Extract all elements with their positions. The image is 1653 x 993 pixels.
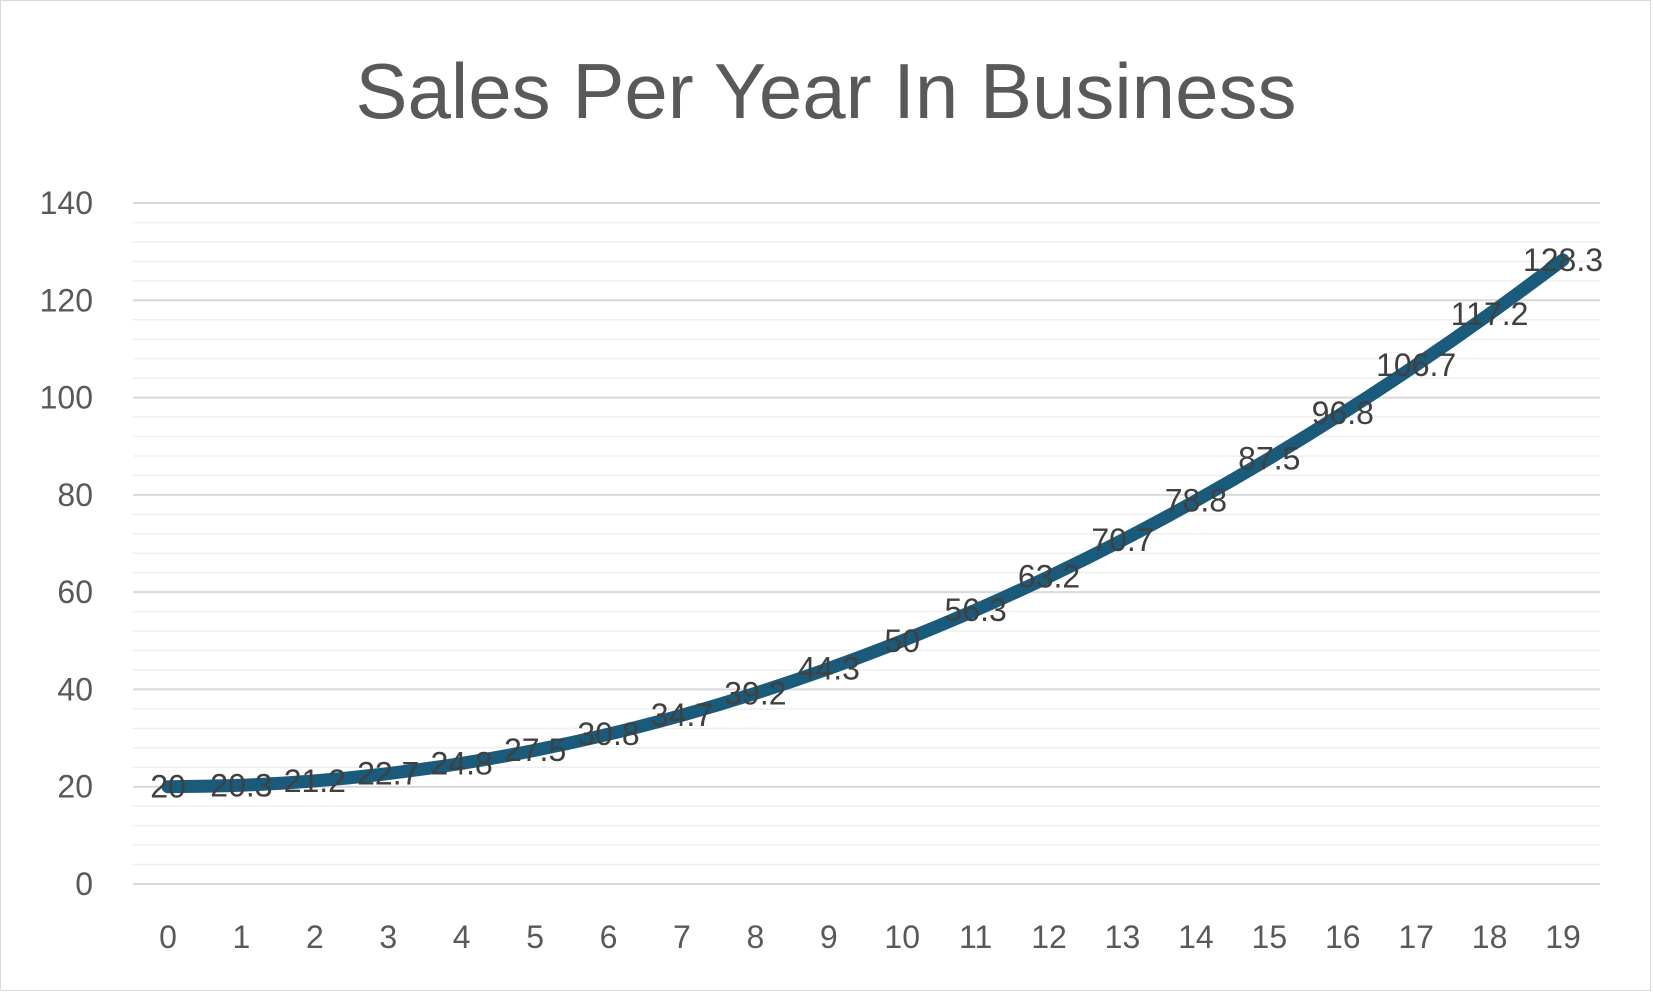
x-tick-label: 11 <box>959 919 992 955</box>
x-tick-label: 9 <box>820 919 838 955</box>
x-axis-ticks: 0 1 2 3 4 5 6 7 8 9 10 11 12 13 14 15 16 17 18 19 <box>159 919 1581 955</box>
x-tick-label: 14 <box>1178 919 1214 955</box>
data-label: 20.3 <box>210 767 272 803</box>
y-tick-label: 40 <box>57 671 93 707</box>
x-tick-label: 7 <box>673 919 691 955</box>
gridlines <box>133 202 1600 885</box>
data-label: 20 <box>150 769 186 805</box>
y-tick-label: 0 <box>75 866 93 902</box>
y-axis-ticks: 0 20 40 60 80 100 120 140 <box>40 185 93 902</box>
x-tick-label: 19 <box>1545 919 1581 955</box>
data-label: 27.5 <box>504 732 566 768</box>
x-tick-label: 13 <box>1105 919 1141 955</box>
y-tick-label: 60 <box>57 574 93 610</box>
data-label: 30.8 <box>577 716 639 752</box>
x-tick-label: 16 <box>1325 919 1361 955</box>
x-tick-label: 15 <box>1252 919 1288 955</box>
x-tick-label: 5 <box>526 919 544 955</box>
x-tick-label: 4 <box>453 919 471 955</box>
data-label: 96.8 <box>1312 395 1374 431</box>
data-label: 117.2 <box>1451 296 1529 332</box>
data-label: 39.2 <box>724 675 786 711</box>
data-label: 34.7 <box>651 697 713 733</box>
data-label: 70.7 <box>1091 522 1153 558</box>
data-label: 21.2 <box>284 763 346 799</box>
y-tick-label: 120 <box>40 282 93 318</box>
x-tick-label: 1 <box>233 919 251 955</box>
x-tick-label: 3 <box>379 919 397 955</box>
x-tick-label: 6 <box>600 919 618 955</box>
x-tick-label: 17 <box>1398 919 1434 955</box>
data-label: 56.3 <box>944 592 1006 628</box>
series-line <box>161 253 1570 794</box>
chart-title: Sales Per Year In Business <box>356 47 1297 135</box>
data-label: 63.2 <box>1018 559 1080 595</box>
y-tick-label: 140 <box>40 185 93 221</box>
data-label: 87.5 <box>1238 440 1300 476</box>
data-label: 106.7 <box>1376 347 1456 383</box>
data-labels: 20 20.3 21.2 22.7 24.8 27.5 30.8 34.7 39.2 44.3 50… <box>150 242 1603 805</box>
series-layer <box>161 253 1570 794</box>
x-tick-label: 0 <box>159 919 177 955</box>
x-tick-label: 2 <box>306 919 324 955</box>
data-label: 78.8 <box>1165 483 1227 519</box>
y-tick-label: 80 <box>57 477 93 513</box>
x-tick-label: 18 <box>1472 919 1508 955</box>
x-tick-label: 10 <box>884 919 920 955</box>
data-label: 24.8 <box>431 745 493 781</box>
x-tick-label: 8 <box>746 919 764 955</box>
data-label: 22.7 <box>357 756 419 792</box>
data-label: 50 <box>884 623 920 659</box>
data-label: 128.3 <box>1523 242 1603 278</box>
x-tick-label: 12 <box>1031 919 1067 955</box>
y-tick-label: 100 <box>40 380 93 416</box>
y-tick-label: 20 <box>57 769 93 805</box>
data-label: 44.3 <box>798 651 860 687</box>
